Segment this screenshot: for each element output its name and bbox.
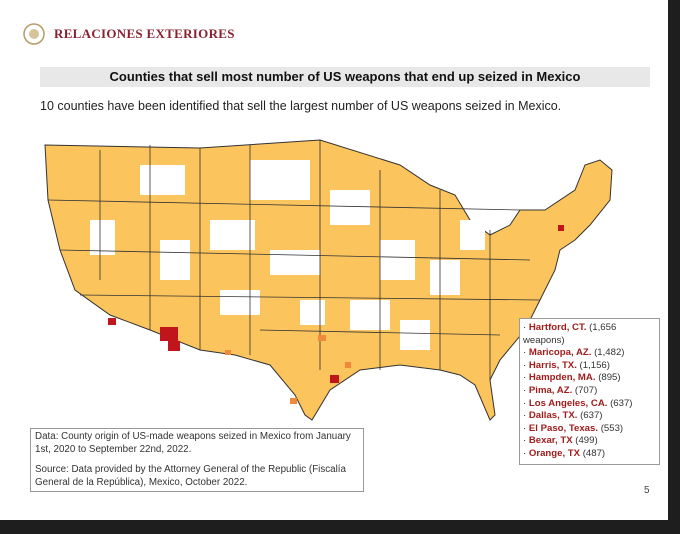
county-name: Pima, AZ. <box>528 384 573 396</box>
county-count: (895) <box>598 372 621 384</box>
legend-item: · Hartford, CT. (1,656 weapons) <box>523 322 617 346</box>
county-count: (707) <box>574 384 598 396</box>
county-name: Dallas, TX. <box>528 410 578 422</box>
title: Counties that sell most number of US wea… <box>40 67 650 87</box>
us-outline <box>44 139 613 421</box>
county-count: (1,482) <box>594 347 625 359</box>
county-count: (637) <box>580 410 603 422</box>
county-count: (637) <box>610 397 633 409</box>
legend-item: · Pima, AZ. (707) <box>523 384 598 396</box>
state-borders <box>47 140 541 380</box>
county-name: Hartford, CT. <box>528 322 587 333</box>
page-number: 5 <box>644 485 650 496</box>
slide: RELACIONES EXTERIORES Counties that sell… <box>0 0 668 520</box>
legend-item: · El Paso, Texas. (553) <box>523 422 624 434</box>
legend-item: · Hampden, MA. (895) <box>523 372 621 384</box>
county-name: Maricopa, AZ. <box>528 347 592 359</box>
legend-item: · Orange, TX (487) <box>523 447 606 459</box>
legend-item: · Dallas, TX. (637) <box>523 410 603 422</box>
notes-box: Data: County origin of US-made weapons s… <box>30 428 364 492</box>
legend: · Hartford, CT. (1,656 weapons) · Maricop… <box>519 318 660 465</box>
legend-item: · Los Angeles, CA. (637) <box>523 397 633 409</box>
us-map <box>44 139 613 421</box>
county-name: Harris, TX. <box>528 359 577 371</box>
county-count: (1,656 weapons) <box>523 322 617 346</box>
subtitle: 10 counties have been identified that se… <box>40 99 562 113</box>
logo-text: RELACIONES EXTERIORES <box>54 26 235 41</box>
top-counties <box>108 225 564 383</box>
legend-item: · Maricopa, AZ. (1,482) <box>523 347 625 359</box>
county-count: (499) <box>575 435 598 447</box>
legend-item: · Harris, TX. (1,156) <box>523 359 610 371</box>
source-note: Source: Data provided by the Attorney Ge… <box>35 464 346 488</box>
county-name: El Paso, Texas. <box>528 422 599 434</box>
data-note: Data: County origin of US-made weapons s… <box>35 431 351 455</box>
high-counties <box>225 335 351 404</box>
legend-item: · Bexar, TX (499) <box>523 435 598 447</box>
county-count: (1,156) <box>579 359 610 371</box>
county-name: Hampden, MA. <box>528 372 596 384</box>
county-count: (553) <box>600 422 624 434</box>
county-name: Orange, TX <box>528 447 581 459</box>
county-name: Los Angeles, CA. <box>528 397 608 409</box>
uncolored-counties <box>90 160 485 350</box>
county-name: Bexar, TX <box>528 435 573 447</box>
logo-emblem <box>23 23 45 45</box>
county-count: (487) <box>582 447 606 459</box>
